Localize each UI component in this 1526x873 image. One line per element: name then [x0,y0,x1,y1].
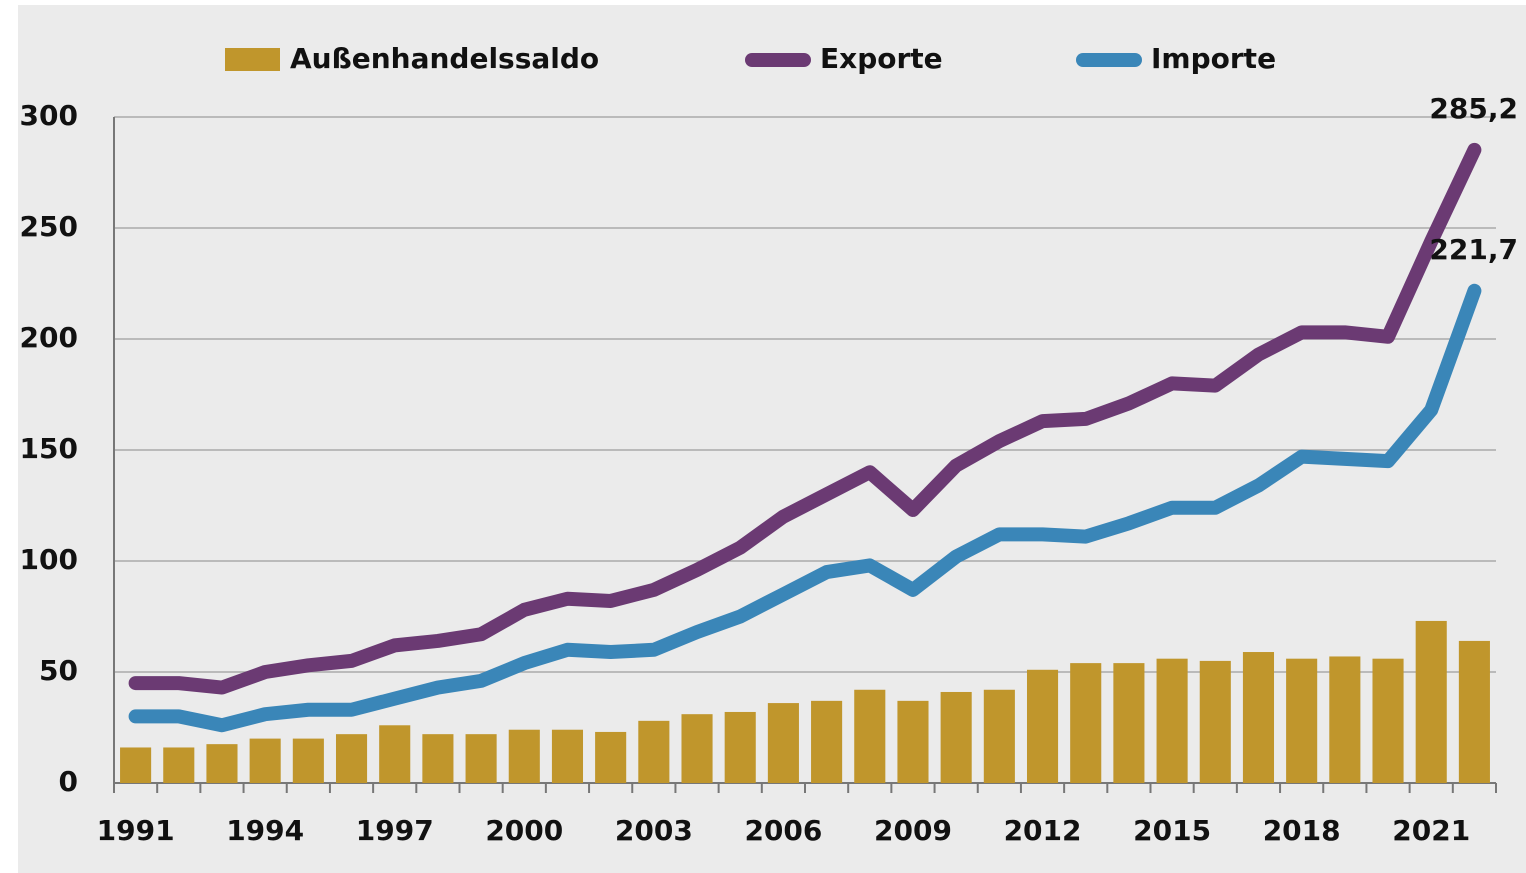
legend-label: Außenhandelssaldo [290,42,599,75]
value-label: 221,7 [1429,233,1518,266]
bar [1199,660,1231,783]
bar [595,731,627,783]
bar [767,703,799,783]
bar [854,689,886,783]
bar [724,711,756,783]
legend-label: Exporte [820,42,943,75]
bar [983,689,1015,783]
y-tick-label: 200 [20,321,78,354]
y-tick-label: 50 [39,654,78,687]
bar [940,691,972,783]
bar [1070,663,1102,783]
y-tick-label: 150 [20,432,78,465]
y-tick-label: 250 [20,210,78,243]
value-label: 285,2 [1429,92,1518,125]
x-tick-label: 2015 [1133,814,1211,847]
bar [163,747,195,783]
bar [1458,640,1490,783]
bar [1286,658,1318,783]
bar [1242,652,1275,783]
x-tick-label: 1994 [226,814,304,847]
legend-label: Importe [1151,42,1276,75]
bar [1156,658,1188,783]
x-tick-label: 2012 [1004,814,1082,847]
y-tick-label: 100 [20,543,78,576]
x-tick-label: 2021 [1392,814,1470,847]
bar [206,744,238,783]
bar [422,734,454,783]
bar [335,734,368,783]
y-tick-label: 300 [20,99,78,132]
bar [292,738,324,783]
bar [811,700,843,783]
bar [120,747,152,783]
bar [681,714,713,783]
bar [1372,658,1404,783]
x-tick-label: 2000 [485,814,563,847]
line [128,283,1482,733]
bar [1329,656,1361,783]
legend-swatch [225,48,280,71]
bar [897,700,929,783]
x-tick-label: 2006 [744,814,822,847]
bar [638,720,670,783]
bar [379,725,411,783]
x-tick-label: 2018 [1263,814,1341,847]
x-tick-label: 1997 [356,814,434,847]
x-tick-label: 2009 [874,814,952,847]
x-tick-label: 1991 [97,814,175,847]
line [128,142,1482,695]
x-tick-label: 2003 [615,814,693,847]
bar [1415,620,1447,783]
bar [1113,663,1145,783]
bar [551,729,584,783]
bar [465,734,497,783]
bar [508,729,540,783]
bar [1026,669,1059,783]
y-tick-label: 0 [59,765,78,798]
bar [249,738,281,783]
